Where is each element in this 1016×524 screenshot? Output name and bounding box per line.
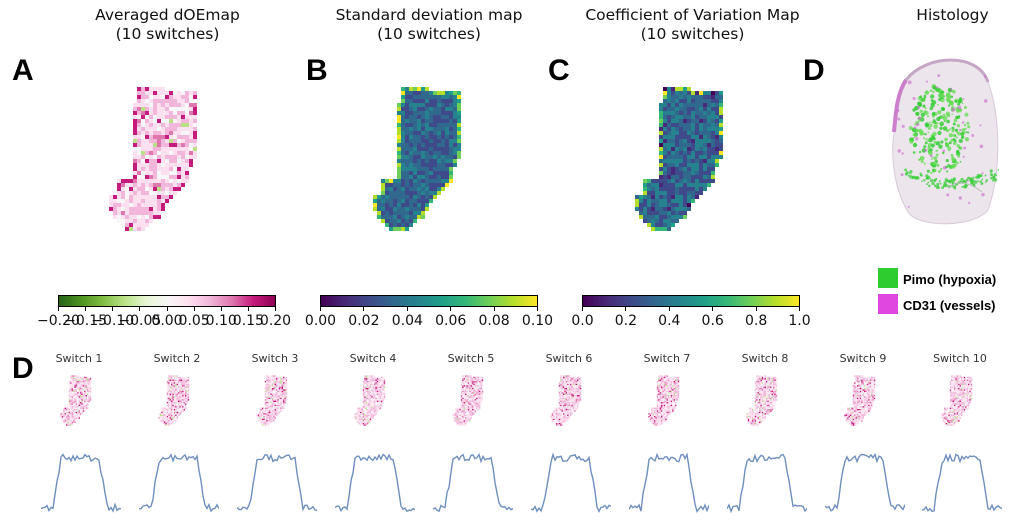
colorbar-tick-label: 0.05: [178, 313, 210, 329]
switch-map-thumbnail: [746, 375, 778, 426]
colorbar-tick: [537, 307, 538, 311]
switch-map-thumbnail: [354, 375, 386, 426]
map-b-std-deviation: [373, 87, 461, 231]
panel-title-a: Averaged dOEmap (10 switches): [95, 6, 240, 43]
colorbar-tick: [139, 307, 141, 311]
colorbar-tick: [112, 307, 114, 311]
switch-map-thumbnail: [648, 375, 680, 426]
panel-letter-a: A: [12, 54, 34, 87]
panel-title-c: Coefficient of Variation Map (10 switche…: [585, 6, 800, 43]
switch-trace-plot: [335, 453, 415, 513]
panel-letter-d: D: [803, 54, 825, 87]
colorbar-tick-label: −0.20: [37, 313, 80, 329]
colorbar-tick-label: 0.4: [658, 313, 681, 329]
colorbar-tick: [220, 307, 222, 311]
switch-map-thumbnail: [158, 375, 190, 426]
colorbar-tick-label: 1.0: [788, 313, 811, 329]
colorbar-tick-label: 0.15: [232, 313, 264, 329]
switch-label: Switch 9: [839, 352, 887, 365]
switch-trace-plot: [139, 453, 219, 513]
switch-trace-plot: [825, 452, 905, 512]
colorbar-tick: [450, 307, 452, 311]
switch-map-thumbnail: [550, 375, 582, 426]
switch-trace-plot: [922, 452, 1002, 513]
switch-trace-plot: [531, 452, 611, 513]
legend-label-cd31: CD31 (vessels): [903, 298, 996, 313]
switch-label: Switch 6: [545, 352, 593, 365]
colorbar-tick-label: 0.2: [614, 313, 638, 329]
colorbar-tick: [668, 307, 670, 311]
switch-label: Switch 3: [251, 352, 299, 365]
colorbar-tick: [625, 307, 627, 311]
colorbar-tick: [193, 307, 195, 311]
switch-map-thumbnail: [256, 375, 288, 426]
map-a-averaged-doemap: [109, 87, 197, 231]
colorbar-tick-label: 0.20: [259, 313, 292, 329]
colorbar-tick: [85, 307, 87, 311]
switch-label: Switch 7: [643, 352, 691, 365]
colorbar-tick-label: 0.10: [205, 313, 237, 329]
colorbar-b: [320, 295, 538, 307]
switch-trace-plot: [629, 452, 709, 513]
colorbar-tick: [58, 307, 59, 311]
switch-trace-plot: [41, 453, 121, 513]
colorbar-tick: [320, 307, 321, 311]
row-letter-d: D: [12, 352, 34, 385]
legend-swatch-pimo: [878, 268, 898, 288]
colorbar-tick-label: 0.00: [151, 313, 183, 329]
colorbar-tick-label: −0.10: [91, 313, 135, 329]
panel-title-b: Standard deviation map (10 switches): [335, 6, 523, 43]
colorbar-tick-label: 0.06: [435, 313, 467, 329]
colorbar-tick: [363, 307, 365, 311]
colorbar-tick-label: −0.15: [64, 313, 108, 329]
colorbar-c: [582, 295, 800, 307]
switch-label: Switch 10: [933, 352, 987, 365]
colorbar-tick-label: 0.00: [304, 313, 337, 329]
colorbar-tick-label: −0.05: [118, 313, 162, 329]
switch-label: Switch 4: [349, 352, 397, 365]
panel-title-d: Histology: [916, 6, 989, 24]
histology-image: [892, 58, 1000, 225]
switch-map-thumbnail: [844, 375, 876, 426]
colorbar-a: [58, 295, 276, 307]
colorbar-tick-label: 0.10: [521, 313, 554, 329]
switch-label: Switch 1: [55, 352, 103, 365]
colorbar-tick: [582, 307, 583, 311]
colorbar-tick: [799, 307, 800, 311]
colorbar-tick-label: 0.6: [701, 313, 724, 329]
colorbar-tick: [166, 307, 168, 311]
colorbar-tick: [406, 307, 408, 311]
colorbar-tick: [712, 307, 714, 311]
switch-map-thumbnail: [60, 375, 92, 426]
switch-label: Switch 5: [447, 352, 495, 365]
colorbar-tick-label: 0.08: [478, 313, 510, 329]
colorbar-tick: [247, 307, 249, 311]
switch-label: Switch 8: [741, 352, 789, 365]
colorbar-tick-label: 0.0: [571, 313, 594, 329]
panel-letter-c: C: [548, 54, 570, 87]
map-c-coef-variation: [635, 87, 723, 231]
switch-trace-plot: [237, 453, 317, 512]
switch-label: Switch 2: [153, 352, 201, 365]
switch-map-thumbnail: [452, 375, 484, 426]
colorbar-tick: [755, 307, 757, 311]
legend-swatch-cd31: [878, 294, 898, 314]
legend-label-pimo: Pimo (hypoxia): [903, 272, 997, 287]
switch-trace-plot: [433, 452, 513, 513]
colorbar-tick-label: 0.02: [348, 313, 380, 329]
colorbar-tick-label: 0.04: [391, 313, 423, 329]
colorbar-tick-label: 0.8: [744, 313, 768, 329]
panel-letter-b: B: [306, 54, 328, 87]
switch-map-thumbnail: [941, 375, 973, 426]
colorbar-tick: [493, 307, 495, 311]
colorbar-tick: [275, 307, 276, 311]
switch-trace-plot: [727, 453, 807, 514]
